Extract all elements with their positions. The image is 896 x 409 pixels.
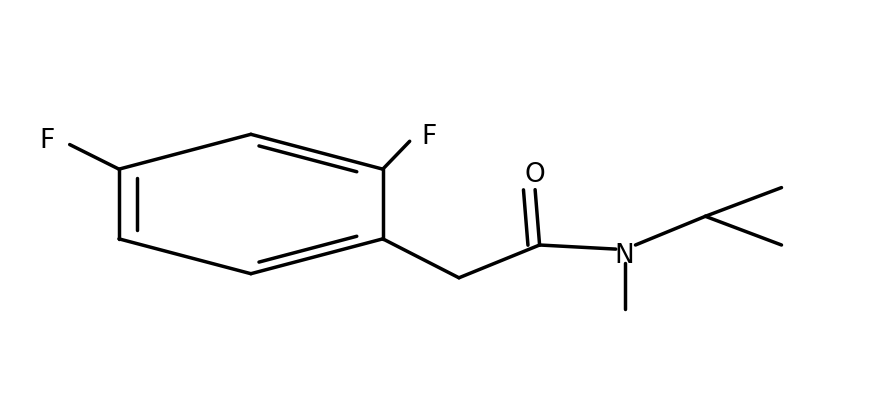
Text: F: F xyxy=(422,124,437,150)
Text: N: N xyxy=(615,243,634,269)
Text: O: O xyxy=(525,162,546,188)
Text: F: F xyxy=(39,128,55,154)
